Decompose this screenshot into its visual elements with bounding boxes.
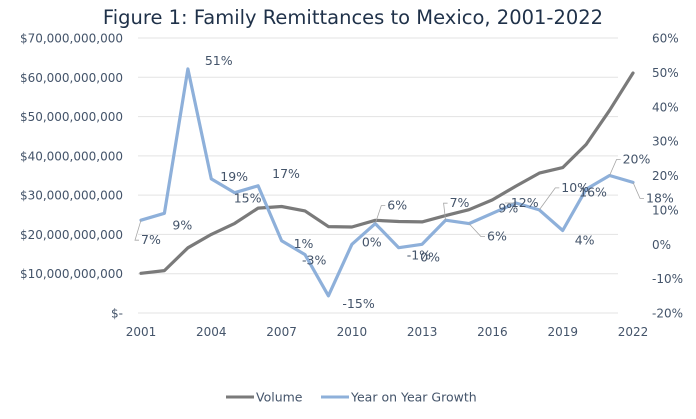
x-tick-label: 2001 <box>126 325 157 339</box>
data-label: 16% <box>579 184 607 199</box>
series-line-volume <box>139 71 635 275</box>
x-tick-label: 2013 <box>407 325 438 339</box>
data-label: 0% <box>420 249 440 264</box>
y2-tick-label: -10% <box>652 272 683 286</box>
y2-tick-label: -20% <box>652 307 683 321</box>
legend-label-volume: Volume <box>256 390 303 405</box>
data-label: 6% <box>387 198 407 213</box>
y2-tick-label: 20% <box>652 169 679 183</box>
data-labels: 7%9%51%19%15%17%1%-3%-15%0%6%-1%0%7%6%9%… <box>134 53 674 311</box>
y2-tick-label: 30% <box>652 135 679 149</box>
x-tick-label: 2019 <box>547 325 578 339</box>
legend-item-growth: Year on Year Growth <box>321 390 477 405</box>
x-tick-label: 2007 <box>266 325 297 339</box>
data-label: 19% <box>220 169 248 184</box>
x-axis: 2001 2004 2007 2010 2013 2016 2019 2022 <box>126 325 649 339</box>
y-tick-label: $50,000,000,000 <box>20 110 123 124</box>
data-label: 9% <box>172 217 192 232</box>
data-label: 7% <box>141 232 161 247</box>
y-axis-left: $- $10,000,000,000 $20,000,000,000 $30,000,… <box>20 32 123 321</box>
leader-line <box>632 182 644 199</box>
data-label: 4% <box>575 233 595 248</box>
data-label: 20% <box>623 152 651 167</box>
y-tick-label: $30,000,000,000 <box>20 189 123 203</box>
data-label: -1% <box>407 248 431 263</box>
data-label: 51% <box>205 53 233 68</box>
y2-tick-label: 50% <box>652 66 679 80</box>
y2-tick-label: 40% <box>652 100 679 114</box>
leader-line <box>443 202 448 221</box>
leader-line <box>538 187 560 211</box>
data-label: 10% <box>561 180 589 195</box>
leader-line <box>374 205 386 224</box>
y-tick-label: $- <box>111 307 123 321</box>
data-label: 6% <box>487 229 507 244</box>
data-label: 9% <box>498 200 518 215</box>
data-label: 1% <box>294 236 314 251</box>
data-label: 0% <box>362 234 382 249</box>
y-tick-label: $70,000,000,000 <box>20 32 123 46</box>
data-label: 7% <box>450 195 470 210</box>
y-tick-label: $20,000,000,000 <box>20 228 123 242</box>
legend-item-volume: Volume <box>226 390 303 405</box>
leader-line <box>134 220 142 241</box>
y-tick-label: $60,000,000,000 <box>20 71 123 85</box>
data-label: 17% <box>272 166 300 181</box>
x-tick-label: 2004 <box>196 325 227 339</box>
y2-tick-label: 10% <box>652 203 679 217</box>
data-label: 12% <box>511 195 539 210</box>
data-label: 15% <box>234 191 262 206</box>
x-tick-label: 2016 <box>477 325 508 339</box>
leader-line <box>468 223 485 238</box>
data-label: 18% <box>646 190 674 205</box>
chart-title: Figure 1: Family Remittances to Mexico, … <box>103 6 603 29</box>
data-label: -3% <box>302 253 326 268</box>
data-label: -15% <box>342 296 374 311</box>
x-tick-label: 2022 <box>618 325 649 339</box>
series-line-growth <box>139 67 635 298</box>
legend-label-growth: Year on Year Growth <box>350 390 477 405</box>
leader-line <box>609 159 621 176</box>
y2-tick-label: 60% <box>652 32 679 46</box>
y-axis-right: -20% -10% 0% 10% 20% 30% 40% 50% 60% <box>652 32 683 321</box>
x-tick-label: 2010 <box>337 325 368 339</box>
gridlines <box>138 37 618 314</box>
y-tick-label: $40,000,000,000 <box>20 149 123 163</box>
y-tick-label: $10,000,000,000 <box>20 267 123 281</box>
legend: Volume Year on Year Growth <box>226 390 477 405</box>
series-group <box>139 67 635 298</box>
y2-tick-label: 0% <box>652 238 671 252</box>
